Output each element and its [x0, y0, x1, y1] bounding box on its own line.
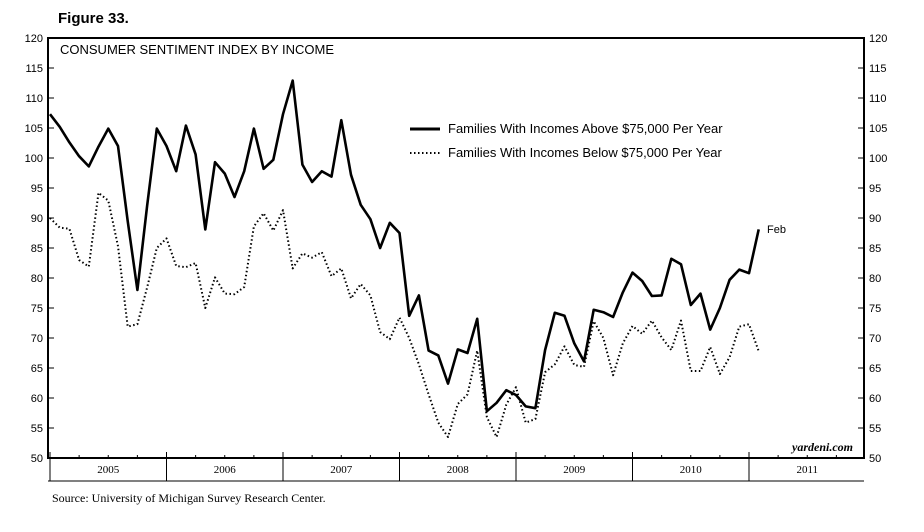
y-tick-label-left: 55	[31, 423, 43, 435]
y-tick-label-right: 65	[869, 363, 881, 375]
y-tick-label-left: 110	[25, 93, 43, 105]
axis-ticks: 50 50 55 55 60 60 65 65 70 70 75 75 80 80 85 85 90 90 95 95…	[25, 33, 887, 481]
y-tick-label-right: 115	[869, 63, 887, 75]
figure-label: Figure 33.	[58, 10, 129, 27]
plot-border	[47, 37, 865, 459]
y-tick-label-right: 60	[869, 393, 881, 405]
legend-label-above: Families With Incomes Above $75,000 Per …	[448, 121, 723, 136]
y-tick-label-right: 85	[869, 243, 881, 255]
y-tick-label-left: 65	[31, 363, 43, 375]
series-line-above-75k	[48, 79, 760, 413]
x-tick-label: 2009	[563, 464, 586, 476]
y-tick-label-left: 70	[31, 333, 43, 345]
y-tick-label-right: 110	[869, 93, 887, 105]
y-tick-label-left: 95	[31, 183, 43, 195]
series-line-below-75k	[49, 191, 760, 438]
y-tick-label-left: 80	[31, 273, 43, 285]
y-tick-label-left: 120	[25, 33, 43, 45]
y-tick-label-right: 100	[869, 153, 887, 165]
y-tick-label-right: 95	[869, 183, 881, 195]
legend: Families With Incomes Above $75,000 Per …	[410, 121, 723, 160]
x-tick-label: 2010	[680, 464, 703, 476]
x-tick-label: 2011	[796, 464, 818, 476]
y-tick-label-left: 75	[31, 303, 43, 315]
y-tick-label-left: 85	[31, 243, 43, 255]
y-tick-label-left: 105	[25, 123, 43, 135]
y-tick-label-right: 105	[869, 123, 887, 135]
legend-label-below: Families With Incomes Below $75,000 Per …	[448, 145, 723, 160]
y-tick-label-right: 120	[869, 33, 887, 45]
feb-annotation: Feb	[767, 224, 786, 236]
chart-frame	[47, 37, 865, 482]
y-tick-label-left: 60	[31, 393, 43, 405]
x-tick-label: 2007	[330, 464, 353, 476]
y-tick-label-right: 50	[869, 453, 881, 465]
y-tick-label-left: 90	[31, 213, 43, 225]
y-tick-label-left: 100	[25, 153, 43, 165]
y-tick-label-right: 70	[869, 333, 881, 345]
x-tick-label: 2005	[97, 464, 120, 476]
series-lines	[48, 79, 760, 438]
x-tick-label: 2006	[214, 464, 237, 476]
y-tick-label-right: 90	[869, 213, 881, 225]
y-tick-label-left: 115	[25, 63, 43, 75]
y-tick-label-right: 80	[869, 273, 881, 285]
y-tick-label-right: 75	[869, 303, 881, 315]
chart-title: CONSUMER SENTIMENT INDEX BY INCOME	[60, 42, 334, 57]
watermark: yardeni.com	[790, 440, 853, 454]
y-tick-label-left: 50	[31, 453, 43, 465]
source-note: Source: University of Michigan Survey Re…	[52, 491, 326, 505]
x-tick-label: 2008	[447, 464, 470, 476]
y-tick-label-right: 55	[869, 423, 881, 435]
